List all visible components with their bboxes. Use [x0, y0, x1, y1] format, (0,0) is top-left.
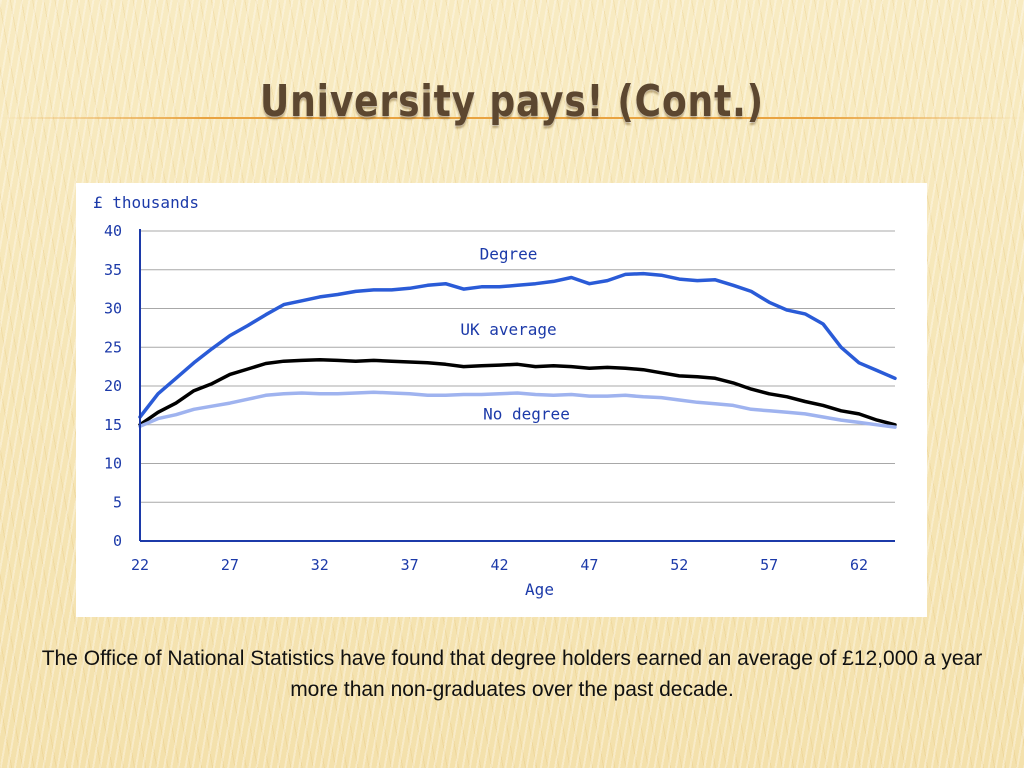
series-annotation: No degree — [483, 405, 570, 424]
y-tick-label: 40 — [104, 222, 122, 240]
series-line-no-degree — [138, 390, 897, 429]
x-axis-label: Age — [525, 580, 554, 599]
y-tick-label: 15 — [104, 416, 122, 434]
x-tick-label: 62 — [850, 556, 868, 574]
series-line-uk-average — [138, 357, 897, 427]
y-tick-label: 5 — [113, 493, 122, 511]
title-rule — [0, 117, 1024, 119]
chart-container: 0 5 10 15 20 25 30 35 40 22 27 32 37 42 47 52 57 62 Degre… — [76, 183, 927, 617]
grid-lines — [140, 230, 895, 542]
slide-title: University pays! (Cont.) — [260, 76, 764, 127]
x-tick-label: 22 — [131, 556, 149, 574]
y-tick-label: 10 — [104, 455, 122, 473]
x-tick-label: 47 — [580, 556, 598, 574]
x-tick-label: 32 — [311, 556, 329, 574]
y-tick-label: 30 — [104, 300, 122, 318]
series-line-degree — [138, 271, 897, 419]
x-tick-label: 37 — [401, 556, 419, 574]
y-tick-label: 35 — [104, 261, 122, 279]
x-tick-label: 52 — [670, 556, 688, 574]
tick-labels: 0 5 10 15 20 25 30 35 40 22 27 32 37 42 47 52 57 62 — [104, 222, 868, 574]
x-tick-label: 27 — [221, 556, 239, 574]
x-tick-label: 42 — [490, 556, 508, 574]
series-annotation: Degree — [480, 244, 538, 263]
y-axis-label: £ thousands — [93, 193, 199, 212]
y-tick-label: 0 — [113, 532, 122, 550]
line-chart: 0 5 10 15 20 25 30 35 40 22 27 32 37 42 47 52 57 62 Degre… — [93, 193, 897, 599]
y-tick-label: 25 — [104, 338, 122, 356]
y-tick-label: 20 — [104, 377, 122, 395]
caption-text: The Office of National Statistics have f… — [41, 647, 983, 701]
series-annotations: Degree UK average No degree — [460, 244, 569, 423]
series-lines — [138, 271, 897, 429]
x-tick-label: 57 — [760, 556, 778, 574]
series-annotation: UK average — [460, 320, 556, 339]
axes — [139, 229, 895, 542]
